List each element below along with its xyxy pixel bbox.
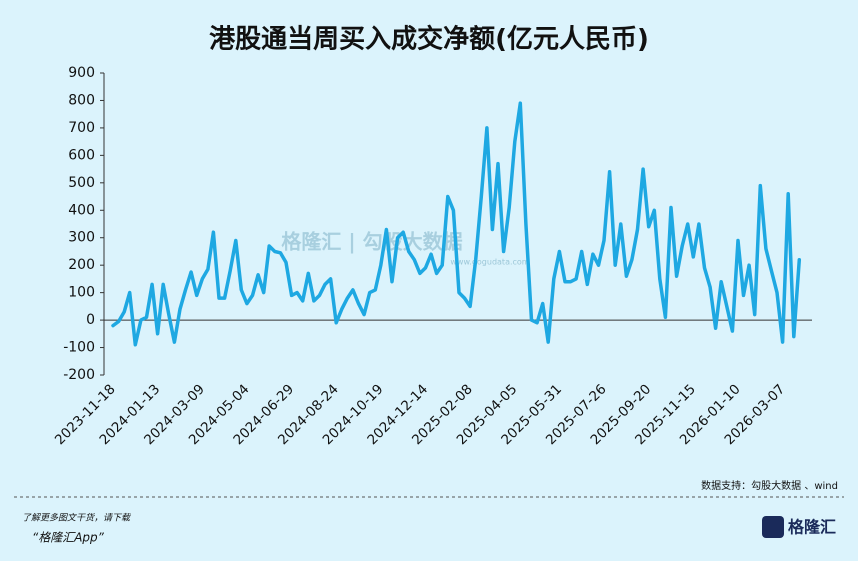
footer-line2: “格隆汇App” [32, 531, 105, 545]
y-tick-label: 500 [68, 175, 95, 191]
y-tick-label: 100 [68, 285, 95, 301]
watermark-url: www.gogudata.com [450, 258, 529, 267]
logo-icon [762, 516, 784, 538]
y-tick-label: -200 [63, 367, 95, 383]
chart-title: 港股通当周买入成交净额(亿元人民币) [209, 24, 649, 55]
y-tick-label: 0 [86, 312, 95, 328]
y-tick-label: 300 [68, 230, 95, 246]
y-tick-label: 800 [68, 92, 95, 108]
y-tick-label: 200 [68, 257, 95, 273]
line-series [111, 101, 802, 347]
footer-line1: 了解更多图文干货，请下载 [22, 513, 131, 524]
watermark: 格隆汇 | 勾股大数据 [281, 230, 462, 254]
y-tick-label: 600 [68, 147, 95, 163]
y-tick-label: -100 [63, 340, 95, 356]
y-tick-label: 700 [68, 120, 95, 136]
source: 数据支持：勾股大数据 、wind [701, 479, 838, 492]
logo: 格隆汇 [788, 518, 836, 537]
y-tick-label: 900 [68, 65, 95, 81]
y-tick-label: 400 [68, 202, 95, 218]
